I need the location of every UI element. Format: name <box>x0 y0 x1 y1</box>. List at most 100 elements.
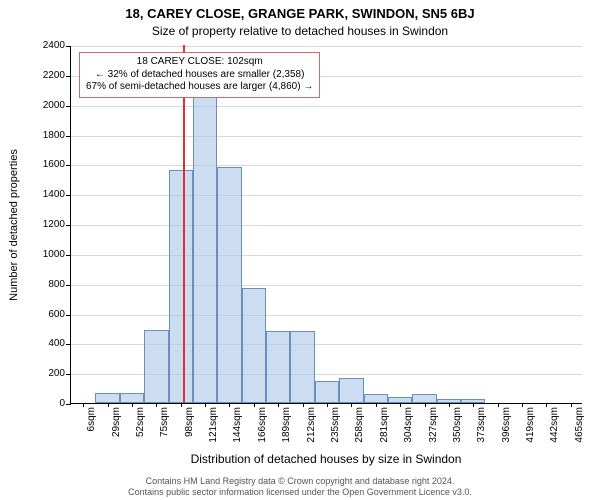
histogram-bar <box>193 79 217 403</box>
x-tick-label: 396sqm <box>501 403 512 443</box>
y-tick-mark <box>66 46 71 47</box>
histogram-bar <box>120 393 144 403</box>
x-tick-mark <box>522 403 523 407</box>
histogram-bar <box>217 167 241 403</box>
footer-line-2: Contains public sector information licen… <box>0 487 600 498</box>
y-gridline <box>71 255 582 256</box>
x-tick-mark <box>546 403 547 407</box>
y-tick-label: 2200 <box>31 70 65 81</box>
x-tick-mark <box>351 403 352 407</box>
y-tick-mark <box>66 404 71 405</box>
y-tick-label: 1600 <box>31 159 65 170</box>
y-tick-label: 1200 <box>31 219 65 230</box>
y-tick-mark <box>66 285 71 286</box>
x-tick-label: 304sqm <box>403 403 414 443</box>
y-tick-label: 400 <box>31 338 65 349</box>
y-tick-mark <box>66 195 71 196</box>
x-tick-label: 373sqm <box>476 403 487 443</box>
y-tick-label: 1000 <box>31 249 65 260</box>
y-tick-mark <box>66 315 71 316</box>
x-tick-mark <box>327 403 328 407</box>
x-tick-label: 442sqm <box>549 403 560 443</box>
y-axis-label-wrap: Number of detached properties <box>14 46 26 404</box>
y-gridline <box>71 46 582 47</box>
y-tick-mark <box>66 225 71 226</box>
y-tick-label: 0 <box>31 398 65 409</box>
x-tick-label: 52sqm <box>135 403 146 437</box>
x-tick-label: 235sqm <box>330 403 341 443</box>
x-tick-label: 75sqm <box>159 403 170 437</box>
y-tick-mark <box>66 106 71 107</box>
x-tick-label: 350sqm <box>452 403 463 443</box>
plot-area: 0200400600800100012001400160018002000220… <box>70 46 582 404</box>
histogram-bar <box>412 394 436 403</box>
x-tick-label: 327sqm <box>428 403 439 443</box>
y-tick-mark <box>66 136 71 137</box>
x-tick-mark <box>498 403 499 407</box>
x-tick-mark <box>156 403 157 407</box>
x-tick-mark <box>229 403 230 407</box>
y-gridline <box>71 315 582 316</box>
x-tick-mark <box>278 403 279 407</box>
y-gridline <box>71 225 582 226</box>
histogram-bar <box>290 331 314 403</box>
x-tick-label: 144sqm <box>232 403 243 443</box>
histogram-bar <box>339 378 363 403</box>
x-tick-label: 29sqm <box>111 403 122 437</box>
histogram-bar <box>169 170 193 403</box>
x-tick-mark <box>449 403 450 407</box>
y-gridline <box>71 106 582 107</box>
chart-title-line1: 18, CAREY CLOSE, GRANGE PARK, SWINDON, S… <box>0 6 600 21</box>
x-tick-label: 98sqm <box>184 403 195 437</box>
annotation-line: 18 CAREY CLOSE: 102sqm <box>86 56 313 69</box>
x-tick-label: 258sqm <box>354 403 365 443</box>
y-tick-label: 2000 <box>31 100 65 111</box>
x-tick-mark <box>205 403 206 407</box>
histogram-bar <box>95 393 119 403</box>
histogram-bar <box>364 394 388 403</box>
y-axis-label: Number of detached properties <box>8 149 20 301</box>
annotation-line: ← 32% of detached houses are smaller (2,… <box>86 69 313 82</box>
y-gridline <box>71 195 582 196</box>
x-tick-label: 281sqm <box>379 403 390 443</box>
x-tick-mark <box>132 403 133 407</box>
highlight-marker <box>183 45 185 403</box>
x-tick-label: 121sqm <box>208 403 219 443</box>
x-tick-mark <box>571 403 572 407</box>
x-tick-mark <box>108 403 109 407</box>
histogram-bar <box>315 381 339 403</box>
y-tick-mark <box>66 344 71 345</box>
y-tick-mark <box>66 374 71 375</box>
x-tick-mark <box>473 403 474 407</box>
y-tick-mark <box>66 255 71 256</box>
y-tick-label: 600 <box>31 309 65 320</box>
histogram-bar <box>144 330 168 403</box>
x-tick-label: 419sqm <box>525 403 536 443</box>
y-tick-mark <box>66 165 71 166</box>
x-tick-mark <box>400 403 401 407</box>
x-axis-label: Distribution of detached houses by size … <box>70 452 582 466</box>
y-tick-label: 1800 <box>31 130 65 141</box>
y-tick-label: 1400 <box>31 189 65 200</box>
histogram-bar <box>242 288 266 403</box>
attribution-footer: Contains HM Land Registry data © Crown c… <box>0 476 600 498</box>
x-tick-mark <box>83 403 84 407</box>
x-tick-mark <box>254 403 255 407</box>
x-tick-mark <box>181 403 182 407</box>
annotation-box: 18 CAREY CLOSE: 102sqm← 32% of detached … <box>79 52 320 98</box>
y-gridline <box>71 136 582 137</box>
x-tick-label: 189sqm <box>281 403 292 443</box>
y-tick-label: 2400 <box>31 40 65 51</box>
chart-container: 18, CAREY CLOSE, GRANGE PARK, SWINDON, S… <box>0 0 600 500</box>
histogram-bar <box>266 331 290 403</box>
x-tick-mark <box>376 403 377 407</box>
chart-title-line2: Size of property relative to detached ho… <box>0 24 600 38</box>
x-tick-label: 465sqm <box>574 403 585 443</box>
x-tick-mark <box>303 403 304 407</box>
footer-line-1: Contains HM Land Registry data © Crown c… <box>0 476 600 487</box>
x-tick-label: 6sqm <box>86 403 97 431</box>
y-tick-label: 800 <box>31 279 65 290</box>
y-gridline <box>71 285 582 286</box>
y-tick-label: 200 <box>31 368 65 379</box>
annotation-line: 67% of semi-detached houses are larger (… <box>86 81 313 94</box>
